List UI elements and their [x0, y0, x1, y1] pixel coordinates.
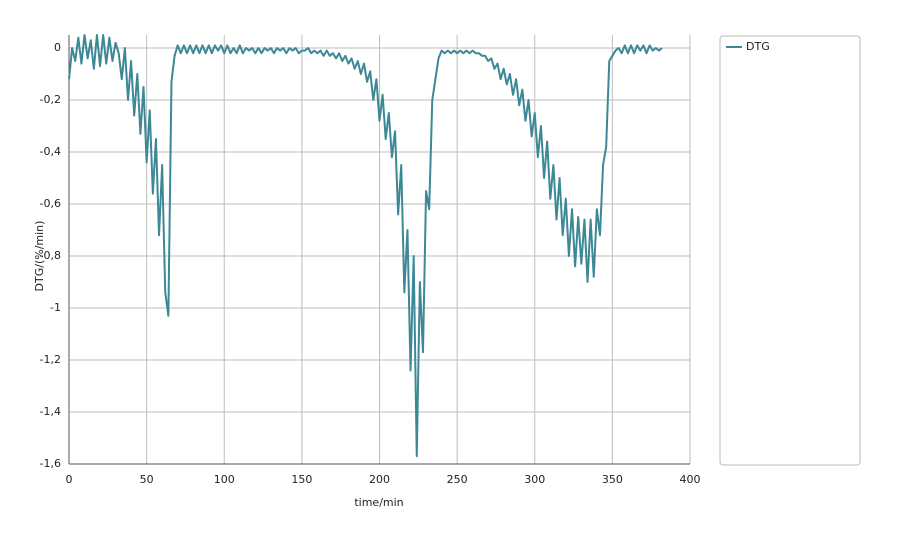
- x-tick-label: 0: [66, 473, 73, 486]
- x-tick-label: 100: [214, 473, 235, 486]
- y-tick-label: -1,4: [40, 405, 61, 418]
- x-tick-label: 400: [680, 473, 701, 486]
- x-tick-label: 250: [447, 473, 468, 486]
- x-tick-label: 50: [140, 473, 154, 486]
- x-tick-label: 150: [291, 473, 312, 486]
- y-tick-label: -0,6: [40, 197, 61, 210]
- y-tick-label: -1: [50, 301, 61, 314]
- y-tick-label: -1,6: [40, 457, 61, 470]
- x-tick-label: 200: [369, 473, 390, 486]
- y-tick-label: -0,2: [40, 93, 61, 106]
- y-tick-label: -1,2: [40, 353, 61, 366]
- x-tick-label: 350: [602, 473, 623, 486]
- y-tick-label: -0,8: [40, 249, 61, 262]
- legend-box: [719, 35, 861, 466]
- legend-label: DTG: [746, 40, 770, 53]
- y-tick-label: 0: [54, 41, 61, 54]
- x-axis-label: time/min: [354, 496, 403, 509]
- data-line: [68, 34, 663, 458]
- y-axis-label: DTG/(%/min): [33, 221, 46, 292]
- x-tick-label: 300: [524, 473, 545, 486]
- y-tick-label: -0,4: [40, 145, 61, 158]
